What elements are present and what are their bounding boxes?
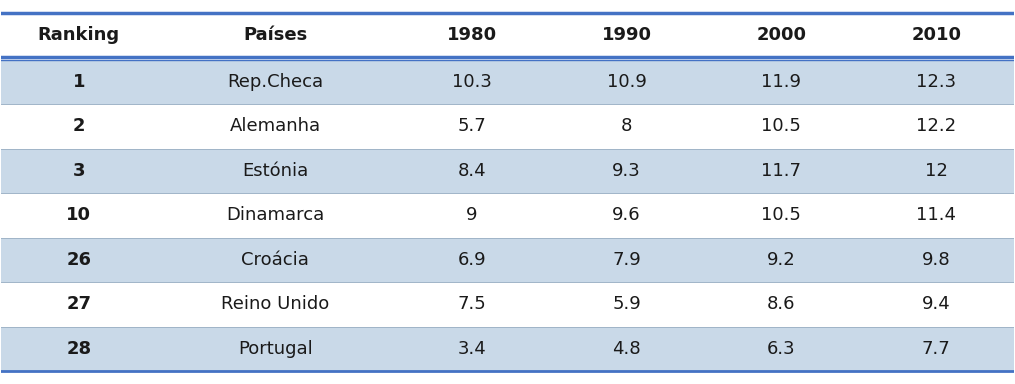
Text: 10.5: 10.5	[761, 206, 801, 224]
Text: 26: 26	[66, 251, 91, 269]
Text: 4.8: 4.8	[612, 340, 640, 358]
Text: 28: 28	[66, 340, 91, 358]
Text: Croácia: Croácia	[242, 251, 310, 269]
Text: 2010: 2010	[911, 26, 961, 44]
Text: 9.8: 9.8	[922, 251, 950, 269]
Text: 9.6: 9.6	[612, 206, 640, 224]
Text: 12: 12	[925, 162, 948, 180]
Text: 3.4: 3.4	[458, 340, 486, 358]
Text: 7.9: 7.9	[612, 251, 640, 269]
Bar	[1, 327, 1014, 371]
Bar	[1, 149, 1014, 193]
Text: 10.3: 10.3	[452, 73, 491, 91]
Text: 8.6: 8.6	[767, 295, 796, 313]
Text: Rep.Checa: Rep.Checa	[227, 73, 324, 91]
Text: 12.3: 12.3	[917, 73, 956, 91]
Text: 10.9: 10.9	[607, 73, 647, 91]
Text: 7.7: 7.7	[922, 340, 951, 358]
Text: 6.3: 6.3	[767, 340, 796, 358]
Text: Estónia: Estónia	[243, 162, 309, 180]
Text: 11.9: 11.9	[761, 73, 802, 91]
Text: 1990: 1990	[602, 26, 652, 44]
Text: Países: Países	[244, 26, 308, 44]
Text: 9.3: 9.3	[612, 162, 640, 180]
Text: 9.2: 9.2	[767, 251, 796, 269]
Text: Portugal: Portugal	[238, 340, 313, 358]
Text: 7.5: 7.5	[458, 295, 486, 313]
Bar	[1, 238, 1014, 282]
Text: 5.9: 5.9	[612, 295, 640, 313]
Text: Alemanha: Alemanha	[229, 118, 321, 135]
Text: 10: 10	[66, 206, 91, 224]
Text: 2000: 2000	[756, 26, 806, 44]
Text: 1980: 1980	[447, 26, 496, 44]
Text: Reino Unido: Reino Unido	[221, 295, 330, 313]
Text: 11.7: 11.7	[761, 162, 802, 180]
Text: 9.4: 9.4	[922, 295, 951, 313]
Text: 11.4: 11.4	[917, 206, 956, 224]
Text: 8.4: 8.4	[458, 162, 486, 180]
Bar	[1, 104, 1014, 149]
Bar	[1, 60, 1014, 104]
Text: 6.9: 6.9	[458, 251, 486, 269]
Text: 8: 8	[621, 118, 632, 135]
Text: 10.5: 10.5	[761, 118, 801, 135]
Text: Ranking: Ranking	[38, 26, 120, 44]
Bar	[1, 13, 1014, 56]
Text: 5.7: 5.7	[458, 118, 486, 135]
Text: 1: 1	[72, 73, 85, 91]
Bar	[1, 282, 1014, 327]
Text: 2: 2	[72, 118, 85, 135]
Bar	[1, 193, 1014, 238]
Text: 27: 27	[66, 295, 91, 313]
Text: 9: 9	[466, 206, 477, 224]
Text: 3: 3	[72, 162, 85, 180]
Text: 12.2: 12.2	[917, 118, 956, 135]
Text: Dinamarca: Dinamarca	[226, 206, 325, 224]
